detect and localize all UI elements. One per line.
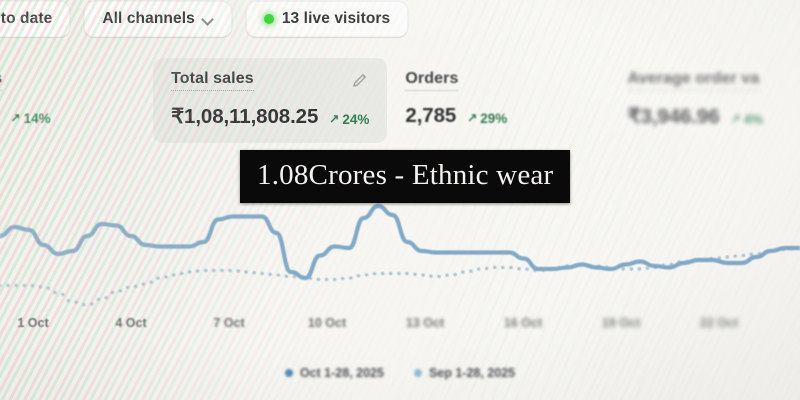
x-axis-tick-label: 16 Oct	[503, 316, 543, 330]
metric-label-sessions: sions	[0, 70, 3, 91]
live-status-dot-icon	[263, 14, 274, 24]
metric-delta-sessions: ↗ 14%	[11, 111, 51, 126]
metric-value-average-order-value: ₹3,946.96	[627, 105, 720, 128]
metric-delta-average-order-value: ↗ 4%	[731, 112, 764, 127]
chart-legend: Oct 1-28, 2025 Sep 1-28, 2025	[0, 366, 800, 380]
legend-item-current[interactable]: Oct 1-28, 2025	[284, 366, 384, 380]
pencil-icon[interactable]	[351, 71, 369, 89]
legend-label-comparison: Sep 1-28, 2025	[428, 366, 516, 380]
x-axis-tick-label: 19 Oct	[601, 316, 641, 330]
live-visitors-pill[interactable]: 13 live visitors	[245, 1, 409, 37]
metric-value-total-sales: ₹1,08,11,808.25	[171, 105, 319, 128]
metric-delta-orders: ↗ 29%	[467, 111, 507, 126]
trend-up-arrow-icon: ↗	[467, 110, 478, 125]
metric-delta-value-sessions: 14%	[23, 110, 51, 126]
chart-x-axis: 1 Oct 4 Oct 7 Oct 10 Oct 13 Oct 16 Oct 19 Oct 2…	[0, 316, 800, 342]
chart-canvas	[0, 203, 800, 307]
metric-card-orders[interactable]: Orders 2,785 ↗ 29%	[387, 58, 609, 142]
filter-pill-channels[interactable]: All channels	[84, 1, 232, 37]
metric-card-row: sions ,253 ↗ 14% Total sales ₹1,08,11,80…	[0, 58, 800, 143]
trend-up-arrow-icon: ↗	[730, 111, 741, 126]
x-axis-tick-label: 10 Oct	[307, 316, 347, 330]
chart-series-primary	[0, 203, 800, 281]
metric-delta-total-sales: ↗ 24%	[329, 112, 369, 127]
metric-delta-value-average-order-value: 4%	[743, 111, 764, 127]
legend-swatch-current	[284, 369, 293, 377]
legend-item-comparison[interactable]: Sep 1-28, 2025	[413, 366, 516, 380]
metric-label-orders: Orders	[405, 70, 459, 91]
x-axis-tick-label: 1 Oct	[17, 316, 49, 330]
metric-value-orders: 2,785	[405, 104, 457, 127]
x-axis-tick-label: 7 Oct	[213, 316, 245, 330]
x-axis-tick-label: 22 Oct	[699, 316, 739, 330]
metric-card-total-sales[interactable]: Total sales ₹1,08,11,808.25 ↗ 24%	[153, 58, 388, 143]
filter-bar: nth to date All channels 13 live visitor…	[0, 1, 409, 37]
trend-up-arrow-icon: ↗	[10, 110, 21, 125]
filter-date-range-label: nth to date	[0, 10, 53, 27]
chart-series-comparison	[0, 246, 800, 307]
metric-delta-value-total-sales: 24%	[342, 111, 370, 127]
filter-pill-date-range[interactable]: nth to date	[0, 1, 71, 37]
metric-card-average-order-value[interactable]: Average order va ₹3,946.96 ↗ 4%	[610, 58, 800, 143]
chevron-down-icon	[203, 14, 214, 25]
metric-card-sessions[interactable]: sions ,253 ↗ 14%	[0, 58, 153, 142]
metric-delta-value-orders: 29%	[480, 110, 508, 126]
x-axis-tick-label: 4 Oct	[115, 316, 147, 330]
sales-over-time-chart[interactable]	[0, 185, 800, 335]
live-visitors-label: 13 live visitors	[281, 10, 391, 27]
legend-swatch-comparison	[413, 369, 422, 377]
trend-up-arrow-icon: ↗	[329, 111, 340, 126]
x-axis-tick-label: 13 Oct	[405, 316, 445, 330]
metric-label-average-order-value: Average order va	[627, 70, 760, 91]
legend-label-current: Oct 1-28, 2025	[299, 366, 384, 380]
metric-label-total-sales: Total sales	[171, 70, 254, 91]
caption-overlay: 1.08Crores - Ethnic wear	[240, 150, 571, 203]
filter-channels-label: All channels	[102, 10, 195, 27]
